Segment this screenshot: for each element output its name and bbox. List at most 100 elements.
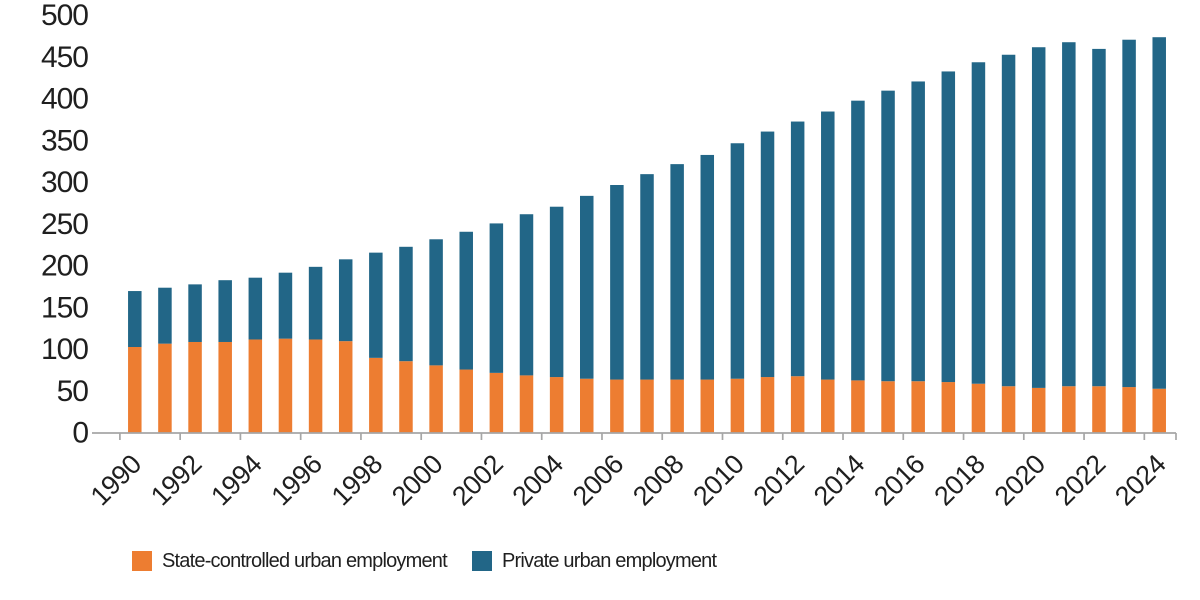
bar-2002-private-segment (489, 223, 504, 373)
x-axis-tick-label: 1998 (326, 449, 388, 511)
bar-2002-state-segment (489, 372, 504, 433)
x-axis-tick-label: 2020 (989, 449, 1051, 511)
bar-1995-state-segment (278, 338, 293, 433)
bar-2000-private-segment (429, 239, 443, 366)
x-axis-tick-label: 2024 (1109, 449, 1172, 512)
bar-2016-state-segment (911, 381, 925, 433)
bar-2018-private-segment (971, 62, 986, 384)
bar-2023-state-segment (1122, 387, 1136, 433)
bar-2017-state-segment (941, 382, 956, 433)
bar-2018-state-segment (971, 383, 986, 433)
bar-2006-private-segment (610, 185, 624, 380)
bar-2005-private-segment (580, 195, 594, 379)
legend-item-private: Private urban employment (472, 550, 717, 572)
bar-2007-state-segment (640, 379, 654, 433)
bar-2021-state-segment (1062, 386, 1076, 433)
legend-item-state-controlled: State-controlled urban employment (132, 550, 448, 572)
bar-1991-state-segment (158, 343, 172, 433)
legend-swatch-state-controlled-icon (132, 551, 152, 571)
bar-2005-state-segment (580, 378, 594, 433)
bar-2008-private-segment (670, 164, 684, 380)
bar-2013-private-segment (821, 111, 835, 380)
y-axis-tick-label: 500 (41, 0, 88, 32)
x-axis-tick-label: 1992 (145, 449, 207, 511)
bar-1997-private-segment (338, 259, 353, 342)
bar-2003-state-segment (519, 375, 534, 433)
bar-2000-state-segment (429, 365, 443, 433)
bar-2008-state-segment (670, 379, 684, 433)
bar-1996-state-segment (308, 339, 323, 433)
bar-2009-private-segment (700, 154, 715, 380)
bar-2015-private-segment (881, 90, 895, 382)
bar-2024-private-segment (1152, 37, 1166, 389)
y-axis-tick-label: 450 (41, 41, 88, 74)
bar-2007-private-segment (640, 174, 654, 380)
bar-1999-private-segment (399, 246, 413, 362)
bar-2016-private-segment (911, 81, 925, 382)
bar-1992-state-segment (188, 341, 202, 433)
bar-1998-state-segment (369, 357, 383, 433)
x-axis-tick-label: 1994 (205, 449, 268, 512)
bar-1994-private-segment (248, 277, 263, 340)
bar-2001-private-segment (459, 231, 473, 370)
x-axis-tick-label: 2016 (868, 449, 930, 511)
legend-swatch-private-icon (472, 551, 492, 571)
y-axis-tick-label: 0 (72, 417, 88, 450)
x-axis-tick-label: 2004 (507, 449, 570, 512)
bar-1990-private-segment (128, 291, 142, 347)
bar-1996-private-segment (308, 266, 323, 340)
bar-1999-state-segment (399, 361, 413, 433)
bar-1993-private-segment (218, 280, 232, 342)
bar-1993-state-segment (218, 341, 232, 433)
y-axis-tick-label: 200 (41, 250, 88, 283)
x-axis-tick-label: 1996 (266, 449, 328, 511)
y-axis-tick-label: 100 (41, 333, 88, 366)
bar-2004-private-segment (549, 206, 564, 378)
bar-1994-state-segment (248, 339, 263, 433)
bar-2001-state-segment (459, 369, 473, 433)
bar-2023-private-segment (1122, 39, 1136, 388)
bar-2022-private-segment (1092, 48, 1106, 387)
bar-2015-state-segment (881, 381, 895, 433)
x-axis-tick-label: 2002 (446, 449, 508, 511)
x-axis-tick-label: 2010 (687, 449, 749, 511)
x-axis-tick-label: 1990 (85, 449, 147, 511)
bar-2013-state-segment (821, 379, 835, 433)
bar-2006-state-segment (610, 379, 624, 433)
bar-2014-state-segment (851, 380, 865, 433)
x-axis-tick-label: 2014 (808, 449, 871, 512)
bar-1998-private-segment (369, 252, 383, 358)
bar-2004-state-segment (549, 377, 564, 433)
bar-2014-private-segment (851, 100, 865, 381)
bar-2010-private-segment (730, 143, 745, 379)
bar-1992-private-segment (188, 284, 202, 342)
x-axis-tick-label: 2008 (627, 449, 689, 511)
legend-label-state-controlled: State-controlled urban employment (162, 550, 448, 572)
bar-2011-private-segment (760, 131, 775, 378)
y-axis-tick-label: 250 (41, 208, 88, 241)
bar-2009-state-segment (700, 379, 715, 433)
x-axis-tick-label: 2022 (1049, 449, 1111, 511)
y-axis-tick-label: 350 (41, 124, 88, 157)
bar-1991-private-segment (158, 287, 172, 344)
bar-2019-state-segment (1001, 386, 1016, 433)
x-axis-tick-label: 2000 (386, 449, 448, 511)
bar-2024-state-segment (1152, 388, 1166, 433)
bar-2020-state-segment (1031, 387, 1046, 433)
bar-1997-state-segment (338, 341, 353, 433)
x-axis-tick-label: 2018 (928, 449, 990, 511)
bar-2012-state-segment (790, 376, 805, 433)
bar-1990-state-segment (128, 346, 142, 433)
bar-2019-private-segment (1001, 54, 1016, 387)
y-axis-tick-label: 400 (41, 83, 88, 116)
bar-2012-private-segment (790, 121, 805, 377)
bar-2011-state-segment (760, 377, 775, 433)
bar-1995-private-segment (278, 272, 293, 339)
y-axis-tick-label: 150 (41, 291, 88, 324)
bar-2021-private-segment (1062, 42, 1076, 387)
bar-2017-private-segment (941, 71, 956, 383)
bar-2003-private-segment (519, 214, 534, 376)
bar-2010-state-segment (730, 378, 745, 433)
